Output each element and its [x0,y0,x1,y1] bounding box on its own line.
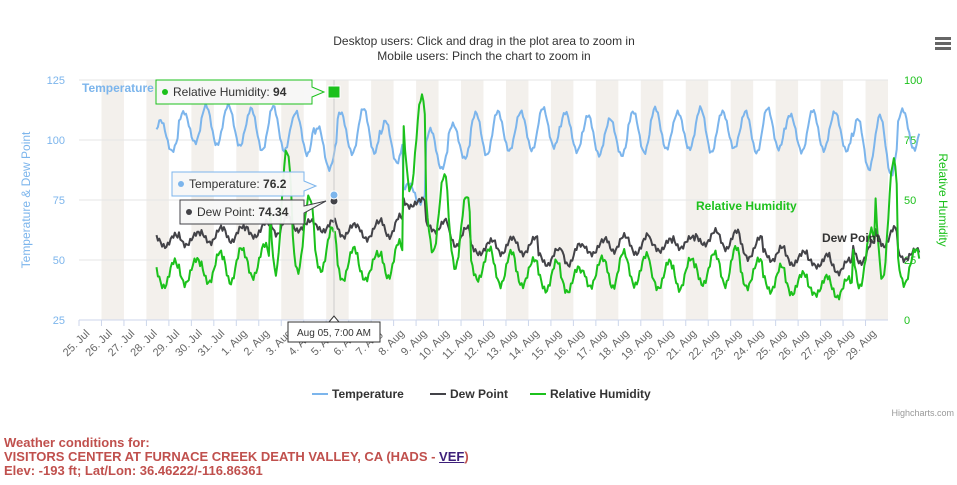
legend-label: Relative Humidity [550,387,651,401]
tooltip-dew-point: Dew Point: 74.34 [179,199,327,225]
legend[interactable]: Temperature Dew Point Relative Humidity [312,387,651,401]
legend-item-dew-point[interactable]: Dew Point [430,387,508,401]
rh-hover-marker [327,85,341,99]
y-right-tick-label: 50 [904,195,916,207]
temp-hover-marker [329,190,339,200]
y-left-tick-label: 125 [47,75,65,87]
inline-label-dew-point: Dew Point [822,231,880,245]
series-group[interactable] [155,93,921,301]
station-info-name: VISITORS CENTER AT FURNACE CREEK DEATH V… [4,450,469,464]
svg-text:Temperature: 76.2: Temperature: 76.2 [189,177,287,191]
tooltip-temperature: Temperature: 76.2 [171,171,318,197]
y-axis-right-title: Relative Humidity [936,153,950,246]
tooltip-dew-value: 74.34 [258,205,288,219]
y-axis-left-ticks: 25 50 75 100 125 [47,75,65,327]
station-info-heading: Weather conditions for: [4,435,150,450]
inline-label-temperature: Temperature [82,81,154,95]
station-name-suffix: ) [464,449,469,464]
tooltip-dew-label: Dew Point: [197,205,258,219]
station-link-vef[interactable]: VEF [439,449,465,464]
station-info-elevation: Elev: -193 ft; Lat/Lon: 36.46222/-116.86… [4,463,263,478]
chart-subtitle-line1: Desktop users: Click and drag in the plo… [333,34,635,48]
svg-text:Dew Point: 74.34: Dew Point: 74.34 [197,205,289,219]
svg-text:Relative Humidity: 94: Relative Humidity: 94 [173,85,287,99]
y-left-tick-label: 75 [53,195,65,207]
series-line-temperature[interactable] [155,102,921,206]
hamburger-menu-icon[interactable] [930,32,954,54]
credits-text[interactable]: Highcharts.com [891,408,954,418]
y-left-tick-label: 100 [47,135,65,147]
inline-label-relative-humidity: Relative Humidity [696,199,797,213]
tooltip-temp-label: Temperature: [189,177,263,191]
legend-label: Dew Point [450,387,508,401]
tooltip-relative-humidity: Relative Humidity: 94 [155,79,326,105]
tooltip-rh-value: 94 [273,85,287,99]
legend-item-relative-humidity[interactable]: Relative Humidity [530,387,651,401]
station-name-text: VISITORS CENTER AT FURNACE CREEK DEATH V… [4,449,440,464]
station-info: Weather conditions for: VISITORS CENTER … [4,436,469,478]
tooltip-x-label: Aug 05, 7:00 AM [287,315,381,343]
y-left-tick-label: 50 [53,255,65,267]
chart-subtitle-line2: Mobile users: Pinch the chart to zoom in [377,49,590,63]
legend-item-temperature[interactable]: Temperature [312,387,404,401]
tooltip-rh-label: Relative Humidity: [173,85,273,99]
y-left-tick-label: 25 [53,315,65,327]
y-right-tick-label: 100 [904,75,922,87]
tooltip-x-label-text: Aug 05, 7:00 AM [297,328,371,339]
legend-label: Temperature [332,387,404,401]
tooltip-temp-value: 76.2 [263,177,287,191]
y-axis-left-title: Temperature & Dew Point [19,131,33,268]
y-right-tick-label: 0 [904,315,910,327]
